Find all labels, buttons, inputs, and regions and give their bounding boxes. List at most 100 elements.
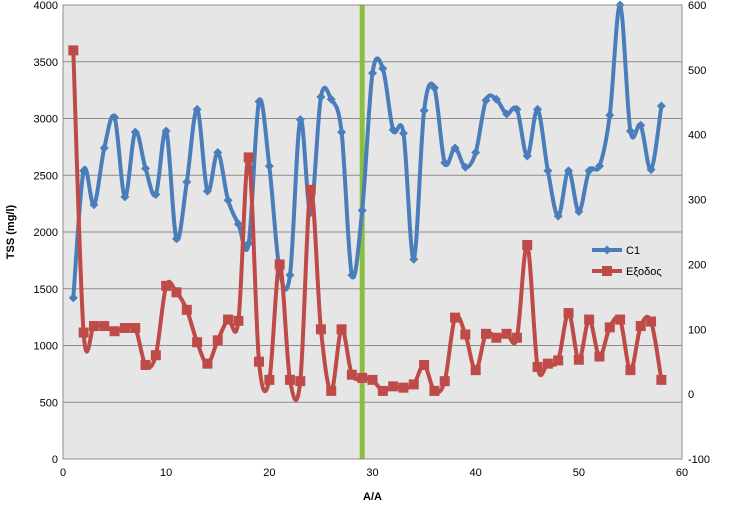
data-point-exodos: [119, 322, 130, 333]
data-point-exodos: [295, 376, 306, 387]
data-point-c1: [553, 211, 563, 221]
data-point-exodos: [315, 324, 326, 335]
x-tick-label: 10: [160, 467, 172, 479]
data-point-exodos: [346, 369, 357, 380]
data-point-exodos: [480, 328, 491, 339]
data-point-exodos: [573, 354, 584, 365]
legend-marker-exodos: [602, 266, 612, 276]
data-point-c1: [398, 128, 408, 138]
data-point-c1: [223, 195, 233, 205]
data-point-c1: [316, 92, 326, 102]
data-point-exodos: [388, 381, 399, 392]
data-point-c1: [471, 148, 481, 158]
x-tick-label: 60: [676, 467, 688, 479]
data-point-exodos: [254, 356, 265, 367]
data-point-c1: [533, 104, 543, 114]
data-point-exodos: [460, 329, 471, 340]
data-point-c1: [326, 94, 336, 104]
data-point-exodos: [532, 361, 543, 372]
data-point-c1: [368, 68, 377, 78]
data-point-c1: [656, 101, 666, 111]
legend-label-exodos: Εξοδος: [626, 266, 662, 278]
x-tick-label: 20: [263, 467, 275, 479]
data-point-c1: [409, 254, 419, 264]
data-point-exodos: [604, 322, 615, 333]
data-point-exodos: [408, 379, 419, 390]
data-point-c1: [564, 166, 574, 176]
plot-border: [62, 4, 683, 460]
data-point-c1: [192, 104, 202, 114]
data-point-c1: [584, 166, 594, 176]
data-point-c1: [502, 109, 512, 119]
data-point-c1: [388, 125, 398, 135]
legend-marker-c1: [602, 245, 612, 255]
data-point-exodos: [542, 358, 553, 369]
data-point-exodos: [439, 376, 450, 387]
data-point-exodos: [594, 351, 605, 362]
x-tick-label: 50: [573, 467, 585, 479]
data-point-c1: [130, 127, 140, 137]
data-point-c1: [440, 158, 450, 168]
series-exodos: [68, 45, 667, 403]
legend: C1 Εξοδος: [592, 245, 662, 278]
y-right-tick-label: 600: [688, 0, 706, 12]
data-point-exodos: [284, 374, 295, 385]
series-c1: [68, 0, 666, 303]
data-point-exodos: [553, 355, 564, 366]
data-point-exodos: [99, 321, 110, 332]
y-left-tick-label: 0: [52, 454, 58, 466]
data-point-c1: [605, 110, 615, 120]
data-point-c1: [141, 163, 151, 173]
y-axis-title: TSS (mg/l): [5, 204, 17, 259]
x-tick-label: 40: [470, 467, 482, 479]
data-point-c1: [110, 112, 120, 122]
legend-item-c1: C1: [592, 245, 640, 257]
data-point-c1: [522, 151, 532, 161]
data-point-exodos: [501, 328, 512, 339]
y-left-tick-label: 4000: [34, 0, 58, 12]
data-point-c1: [295, 115, 305, 125]
data-point-c1: [233, 219, 243, 229]
data-point-exodos: [450, 312, 461, 323]
data-point-exodos: [367, 374, 378, 385]
data-point-c1: [264, 161, 274, 171]
data-point-c1: [378, 64, 388, 74]
y-left-tick-label: 2000: [34, 227, 58, 239]
y-right-tick-label: 300: [688, 195, 706, 207]
data-point-exodos: [656, 374, 667, 385]
data-point-exodos: [150, 350, 161, 361]
tick-labels: 05001000150020002500300035004000-1000100…: [34, 0, 711, 479]
data-point-c1: [481, 95, 491, 105]
data-point-c1: [429, 83, 439, 93]
data-point-exodos: [109, 326, 120, 337]
data-point-exodos: [563, 308, 574, 319]
data-point-exodos: [68, 45, 79, 56]
x-tick-label: 30: [366, 467, 378, 479]
data-point-exodos: [202, 358, 213, 369]
data-point-exodos: [584, 314, 595, 325]
y-left-tick-label: 2500: [34, 170, 58, 182]
x-axis-title: A/A: [363, 491, 382, 503]
data-point-exodos: [429, 385, 440, 396]
data-point-exodos: [625, 365, 636, 376]
data-point-exodos: [470, 365, 481, 376]
data-point-exodos: [88, 321, 99, 332]
data-point-exodos: [130, 322, 141, 333]
data-point-exodos: [78, 327, 89, 338]
y-right-tick-label: 0: [688, 389, 694, 401]
data-point-exodos: [212, 335, 223, 346]
data-point-c1: [182, 177, 192, 187]
data-point-exodos: [192, 337, 203, 348]
y-right-tick-label: -100: [688, 454, 710, 466]
data-point-c1: [161, 126, 171, 136]
data-point-exodos: [171, 287, 182, 298]
data-point-c1: [89, 200, 99, 210]
data-point-c1: [450, 143, 460, 153]
data-point-exodos: [243, 152, 254, 163]
x-tick-label: 0: [60, 467, 66, 479]
data-point-c1: [68, 293, 78, 303]
data-point-exodos: [491, 332, 502, 343]
axes-layer: [62, 4, 683, 460]
legend-label-c1: C1: [626, 245, 640, 257]
